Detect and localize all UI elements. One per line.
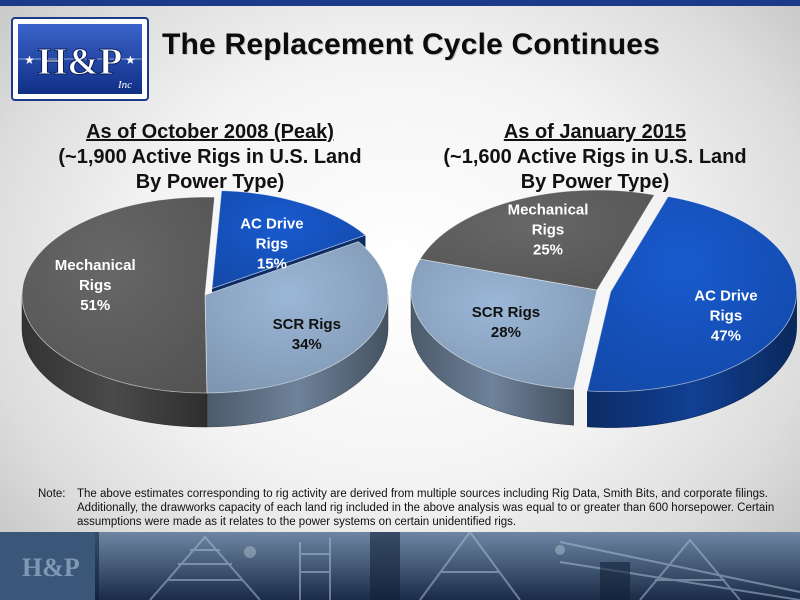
pie-label-line: AC Drive <box>240 216 303 233</box>
pie-slice-ac-drive-rigs <box>211 190 367 290</box>
pie-label-ac-drive-rigs: AC Drive Rigs 47% <box>694 287 757 344</box>
pie-label-ac-drive-rigs: AC Drive Rigs 15% <box>240 216 303 273</box>
pie-label-line: Mechanical <box>55 257 136 274</box>
pie-label-line: Mechanical <box>508 201 589 218</box>
pie-label-line: AC Drive <box>694 287 757 304</box>
svg-text:H&P: H&P <box>22 553 80 582</box>
pie-label-line: 15% <box>257 256 287 273</box>
svg-text:★: ★ <box>24 53 35 67</box>
page-title: The Replacement Cycle Continues <box>162 28 660 61</box>
pie-label-mechanical-rigs: Mechanical Rigs 25% <box>508 201 589 258</box>
pie-label-line: Rigs <box>532 221 565 238</box>
svg-text:★: ★ <box>125 53 136 67</box>
pie-label-line: 28% <box>491 324 521 341</box>
pie-label-line: SCR Rigs <box>273 316 341 333</box>
pie-label-scr-rigs: SCR Rigs 28% <box>472 304 540 341</box>
pie-label-line: Rigs <box>256 236 289 253</box>
pie-chart-2015: AC Drive Rigs 47% SCR Rigs 28% Mechanical Rigs… <box>410 190 798 428</box>
pie-label-line: SCR Rigs <box>472 304 540 321</box>
pie-label-line: 51% <box>80 297 110 314</box>
logo-text: H&P <box>38 41 122 83</box>
pie-label-scr-rigs: SCR Rigs 34% <box>273 316 341 353</box>
left-chart-heading: As of October 2008 (Peak) (~1,900 Active… <box>58 121 362 193</box>
note-text: The above estimates corresponding to rig… <box>77 488 775 528</box>
pie-label-mechanical-rigs: Mechanical Rigs 51% <box>55 257 136 314</box>
right-chart-heading: As of January 2015 (~1,600 Active Rigs i… <box>443 121 747 193</box>
pie-slice-mechanical-rigs <box>419 190 656 291</box>
pie-label-line: 47% <box>711 327 741 344</box>
pie-label-line: 25% <box>533 241 563 258</box>
pie-chart-2008: AC Drive Rigs 15% SCR Rigs 34% Mechanical Rigs… <box>21 190 389 428</box>
top-accent-bar <box>0 0 800 6</box>
company-logo: ★ ★ H&P Inc <box>11 17 149 101</box>
pie-slice-scr-rigs <box>204 241 389 394</box>
svg-text:Inc: Inc <box>117 79 132 91</box>
pie-label-line: 34% <box>292 336 322 353</box>
note-label: Note: <box>38 488 66 500</box>
footer-photo-strip: H&P <box>0 532 800 600</box>
pie-slice-ac-drive-rigs <box>586 196 798 393</box>
pie-label-line: Rigs <box>710 307 743 324</box>
pie-slice-scr-rigs <box>410 258 598 390</box>
pie-label-line: Rigs <box>79 277 112 294</box>
pie-charts: AC Drive Rigs 15% SCR Rigs 34% Mechanical Rigs… <box>21 190 798 428</box>
pie-slice-mechanical-rigs <box>21 196 216 394</box>
